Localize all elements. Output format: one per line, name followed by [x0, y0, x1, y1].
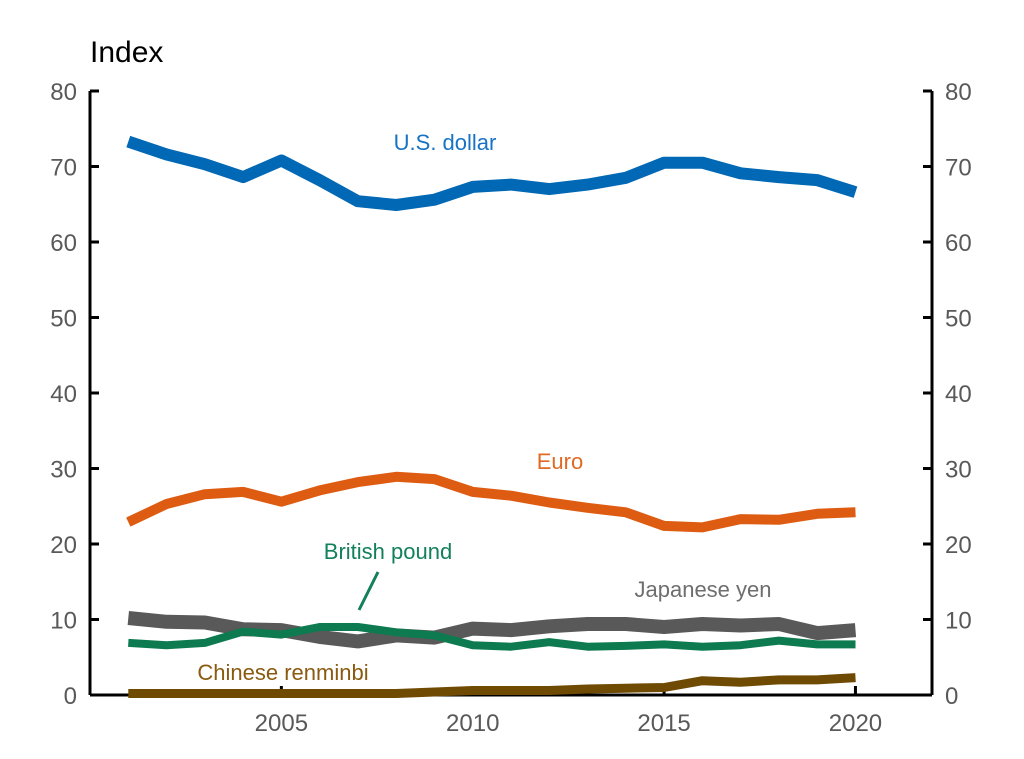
british-pound-leader-line	[357, 571, 380, 611]
left-y-tick-label: 70	[50, 155, 77, 182]
right-y-tick-label: 40	[945, 381, 972, 408]
left-y-tick-label: 0	[64, 683, 77, 710]
chinese-renminbi-label: Chinese renminbi	[197, 660, 368, 685]
left-y-tick-label: 10	[50, 608, 77, 635]
right-y-tick-label: 30	[945, 457, 972, 484]
euro-line	[126, 471, 856, 533]
left-y-tick-label: 30	[50, 457, 77, 484]
right-y-tick-label: 60	[945, 230, 972, 257]
left-y-tick-label: 20	[50, 532, 77, 559]
british-pound-line	[128, 623, 856, 651]
x-tick-label: 2015	[637, 710, 690, 737]
right-y-tick-label: 70	[945, 155, 972, 182]
series-labels: U.S. dollar Euro Japanese yen British pound…	[197, 130, 771, 685]
japanese-yen-label: Japanese yen	[635, 577, 772, 602]
left-y-tick-label: 60	[50, 230, 77, 257]
right-y-tick-label: 50	[945, 306, 972, 333]
u-s-dollar-label: U.S. dollar	[394, 130, 497, 155]
u-s-dollar-line	[126, 135, 858, 211]
x-tick-label: 2020	[829, 710, 882, 737]
series-lines	[126, 135, 858, 698]
right-y-tick-label: 20	[945, 532, 972, 559]
x-tick-label: 2010	[446, 710, 499, 737]
chinese-renminbi-line	[128, 673, 856, 698]
y-axis-unit-label: Index	[90, 36, 163, 69]
right-y-tick-label: 10	[945, 608, 972, 635]
euro-label: Euro	[537, 449, 583, 474]
right-y-tick-label: 80	[945, 79, 972, 106]
left-y-tick-label: 40	[50, 381, 77, 408]
left-y-tick-label: 80	[50, 79, 77, 106]
british-pound-label: British pound	[324, 539, 452, 564]
left-y-tick-label: 50	[50, 306, 77, 333]
right-y-tick-label: 0	[945, 683, 958, 710]
x-tick-label: 2005	[255, 710, 308, 737]
